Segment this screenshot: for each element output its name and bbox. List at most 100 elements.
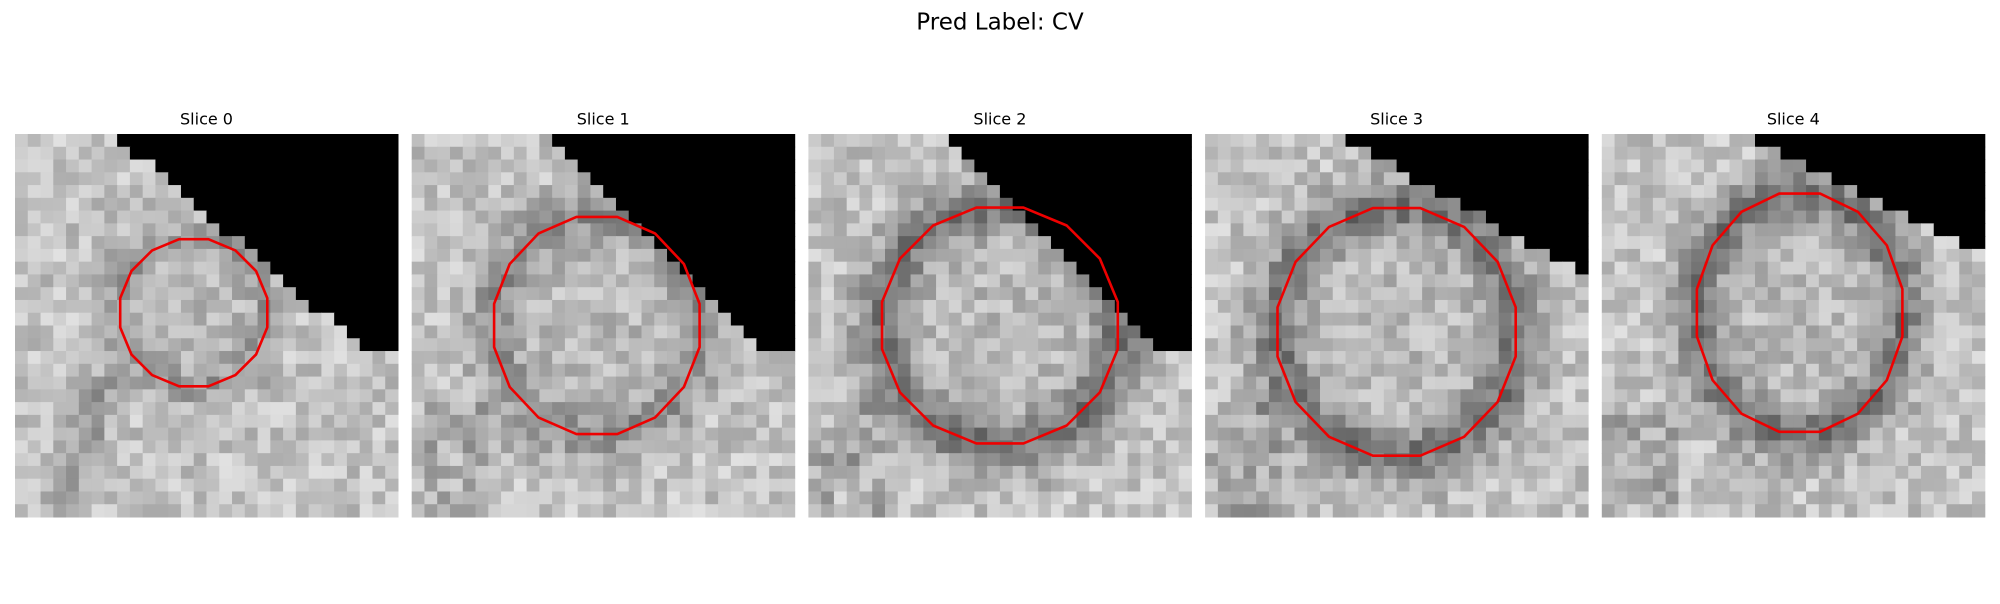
pixel [1038,248,1052,263]
pixel [193,261,207,275]
pixel [450,210,464,224]
pixel [603,376,617,390]
pixel [1422,197,1436,212]
pixel [539,146,553,161]
pixel [308,159,322,173]
pixel [372,325,386,339]
pixel [1076,146,1090,161]
pixel [1281,146,1295,161]
pixel [1485,465,1500,480]
pixel [1908,414,1922,429]
pixel [244,248,259,263]
pixel [1281,440,1295,454]
pixel [1665,312,1679,326]
pixel [193,210,207,224]
pixel [872,440,886,454]
pixel [1281,504,1295,518]
pixel [1063,299,1077,314]
pixel [1307,134,1321,148]
pixel [654,389,668,403]
pixel [450,287,464,301]
pixel [1716,261,1730,275]
pixel [1205,146,1219,161]
pixel [15,453,29,467]
pixel [475,414,489,429]
pixel [1908,440,1922,454]
pixel [104,351,118,365]
pixel [193,312,207,326]
pixel [564,312,579,326]
pixel [897,299,912,314]
pixel [1946,338,1960,352]
pixel [346,402,361,416]
pixel [1665,363,1679,378]
pixel [437,197,451,212]
pixel [1729,414,1743,429]
pixel [1703,491,1718,505]
panel-title: Slice 2 [973,110,1026,129]
pixel [53,312,67,326]
pixel [936,414,950,429]
pixel [1485,134,1500,148]
pixel [987,427,1001,441]
pixel [1447,427,1461,441]
pixel [1831,491,1845,505]
pixel [1140,440,1154,454]
pixel [667,236,681,250]
pixel [577,440,591,454]
pixel [833,491,848,505]
pixel [424,159,438,173]
pixel [283,338,297,352]
pixel [1831,210,1845,224]
pixel [1678,427,1692,441]
pixel [1332,389,1347,403]
pixel [1102,478,1116,492]
pixel [1627,299,1641,314]
pixel [897,338,912,352]
pixel [1933,351,1947,365]
pixel [91,427,105,441]
pixel [1050,197,1065,212]
pixel [1562,274,1576,288]
pixel [462,465,477,480]
pixel [603,402,617,416]
pixel [1755,159,1769,173]
pixel [821,223,835,237]
pixel [411,261,425,275]
pixel [1243,197,1257,212]
pixel [808,248,822,263]
pixel [539,210,553,224]
pixel [987,363,1001,378]
pixel [1780,146,1794,161]
pixel [1537,351,1551,365]
pixel [1409,363,1423,378]
pixel [974,363,988,378]
pixel [53,223,67,237]
pixel [193,146,207,161]
pixel [257,504,271,518]
pixel [513,197,528,212]
pixel [1716,453,1730,467]
pixel [1742,351,1756,365]
pixel [283,363,297,378]
pixel [1063,402,1077,416]
pixel [1243,146,1257,161]
pixel [769,338,783,352]
pixel [641,338,655,352]
pixel [1831,389,1845,403]
pixel [27,236,42,250]
pixel [1524,312,1538,326]
pixel [859,134,873,148]
pixel [730,172,745,186]
pixel [1114,465,1129,480]
pixel [1549,453,1564,467]
pixel [1869,197,1884,212]
pixel [334,223,348,237]
pixel [628,248,642,263]
pixel [1524,504,1538,518]
pixel [821,402,835,416]
pixel [808,414,822,429]
pixel [1165,478,1180,492]
pixel [334,159,348,173]
pixel [1243,504,1257,518]
